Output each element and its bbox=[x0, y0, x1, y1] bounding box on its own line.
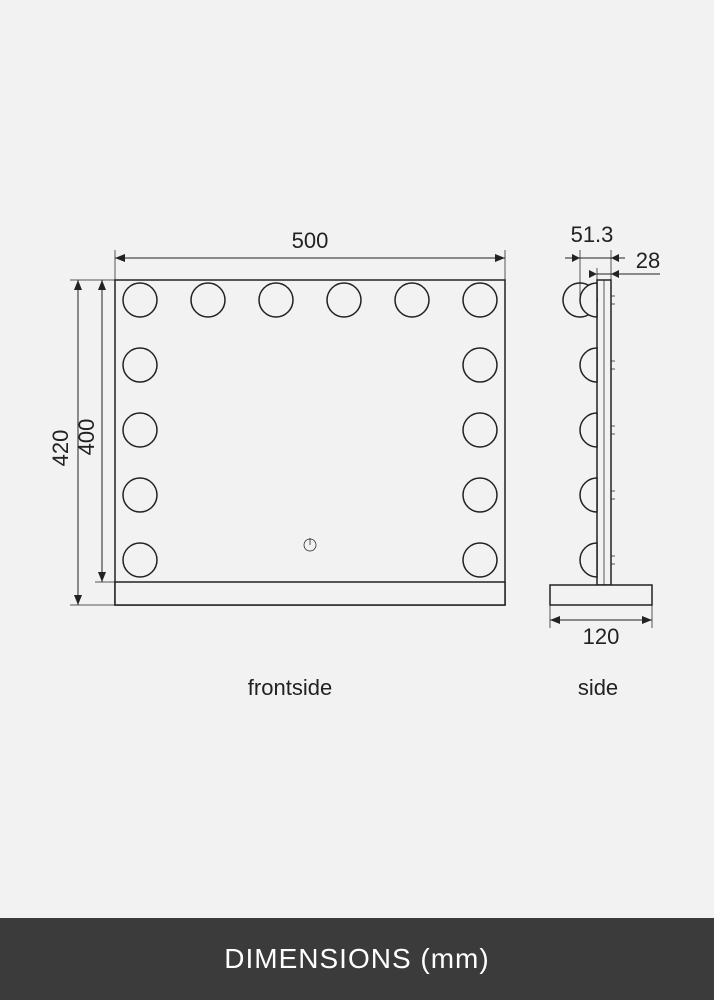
side-base bbox=[550, 585, 652, 605]
dim-420-label: 420 bbox=[48, 430, 73, 467]
dim-500: 500 bbox=[115, 228, 505, 280]
footer-title: DIMENSIONS (mm) bbox=[224, 943, 489, 975]
front-outer-frame bbox=[115, 280, 505, 605]
dim-500-label: 500 bbox=[292, 228, 329, 253]
front-base bbox=[115, 582, 505, 605]
footer-bar: DIMENSIONS (mm) bbox=[0, 918, 714, 1000]
side-bulbs bbox=[563, 283, 597, 577]
dim-28: 28 bbox=[589, 248, 660, 280]
dim-28-label: 28 bbox=[636, 248, 660, 273]
side-view bbox=[550, 280, 652, 605]
dim-400: 400 bbox=[74, 280, 115, 582]
dim-120-label: 120 bbox=[583, 624, 620, 649]
technical-drawing: 500 420 400 frontside bbox=[0, 0, 714, 918]
front-view-label: frontside bbox=[248, 675, 332, 700]
dim-51-3-label: 51.3 bbox=[571, 222, 614, 247]
dim-120: 120 bbox=[550, 605, 652, 649]
side-view-label: side bbox=[578, 675, 618, 700]
dim-400-label: 400 bbox=[74, 419, 99, 456]
front-view bbox=[115, 280, 505, 605]
